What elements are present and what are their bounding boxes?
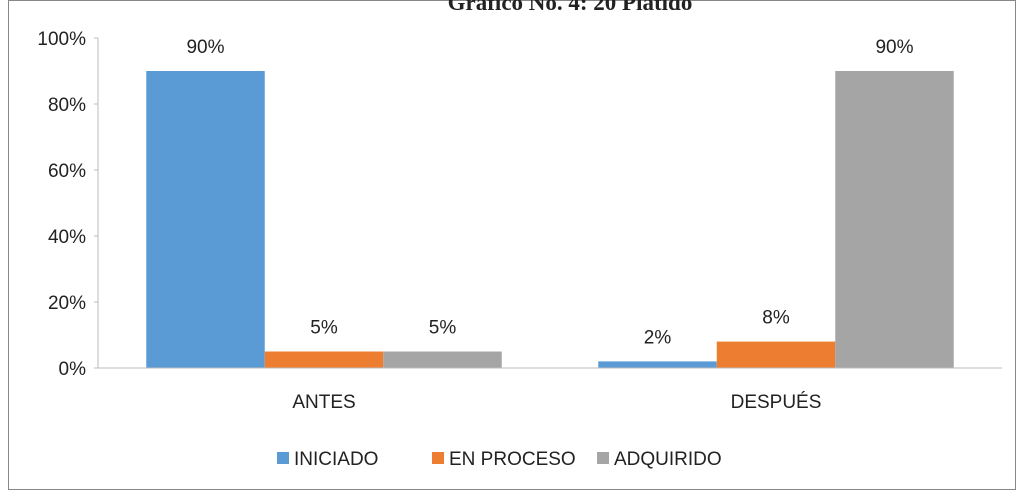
data-label: 5%: [429, 318, 457, 339]
legend-label: EN PROCESO: [449, 449, 576, 470]
y-tick-label: 100%: [37, 29, 86, 50]
data-label: 90%: [186, 37, 224, 58]
y-tick-label: 80%: [48, 95, 86, 116]
legend-label: ADQUIRIDO: [614, 449, 722, 470]
chart-title: Gráfico No. 4: 20 Platido: [448, 0, 693, 15]
x-tick-label: DESPUÉS: [731, 392, 822, 413]
bar: [716, 341, 836, 368]
data-label: 8%: [762, 308, 790, 329]
legend-label: INICIADO: [294, 449, 378, 470]
y-tick-label: 60%: [48, 161, 86, 182]
bar: [146, 71, 265, 368]
bar: [383, 351, 502, 368]
y-tick-label: 40%: [48, 227, 86, 248]
legend-swatch: [277, 452, 289, 464]
bar: [598, 361, 717, 368]
bar: [264, 351, 384, 368]
x-tick-label: ANTES: [292, 392, 355, 413]
y-tick-label: 0%: [59, 359, 87, 380]
legend-swatch: [432, 452, 444, 464]
data-label: 2%: [644, 327, 672, 348]
y-tick-label: 20%: [48, 293, 86, 314]
bar: [835, 71, 954, 368]
data-label: 90%: [875, 37, 913, 58]
legend-swatch: [597, 452, 609, 464]
data-label: 5%: [310, 318, 338, 339]
